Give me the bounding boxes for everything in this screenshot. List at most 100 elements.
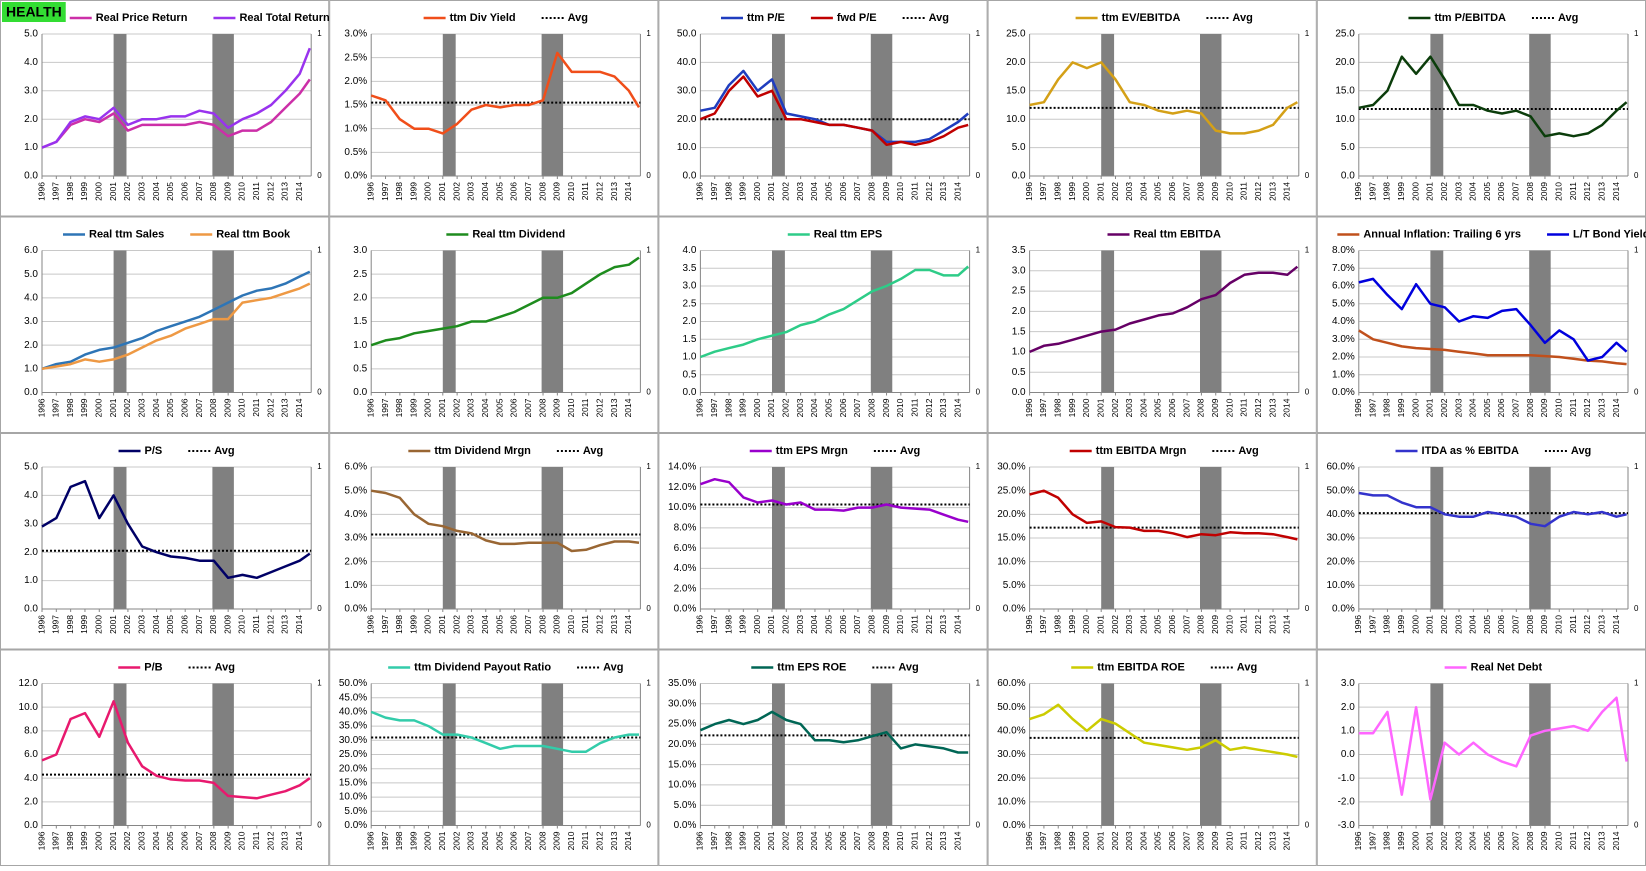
x-tick-label: 2012 bbox=[924, 831, 934, 850]
x-tick-label: 1996 bbox=[365, 398, 375, 417]
x-tick-label: 2013 bbox=[1596, 398, 1606, 417]
y-tick-label: 2.5 bbox=[1012, 286, 1026, 297]
y-tick-label: 0.5% bbox=[344, 147, 367, 158]
y-tick-label: 5.0% bbox=[1003, 580, 1026, 591]
x-tick-label: 2000 bbox=[1410, 182, 1420, 201]
x-tick-label: 1999 bbox=[1067, 615, 1077, 634]
x-tick-label: 2014 bbox=[623, 831, 633, 850]
x-tick-label: 2002 bbox=[451, 831, 461, 850]
x-tick-label: 1998 bbox=[1382, 831, 1392, 850]
x-tick-label: 2011 bbox=[1239, 398, 1249, 417]
x-tick-label: 2001 bbox=[766, 182, 776, 201]
x-tick-label: 1996 bbox=[695, 182, 705, 201]
x-tick-label: 2004 bbox=[809, 182, 819, 201]
x-tick-label: 2012 bbox=[924, 615, 934, 634]
y-tick-label: 1.5 bbox=[353, 316, 367, 327]
chart-panel: 0.0% 10.0% 20.0% 30.0% 40.0% 50.0% 60.0% 1996 19… bbox=[987, 649, 1317, 866]
y-tick-label: 2.0% bbox=[344, 556, 367, 567]
series-line bbox=[371, 489, 640, 553]
y2-tick-label: 1 bbox=[317, 679, 322, 688]
x-tick-label: 2008 bbox=[1196, 182, 1206, 201]
legend-label: Avg bbox=[214, 445, 234, 457]
x-tick-label: 2010 bbox=[566, 615, 576, 634]
x-tick-label: 2011 bbox=[580, 831, 590, 850]
x-tick-label: 2006 bbox=[179, 182, 189, 201]
panel-border bbox=[658, 433, 988, 650]
y-tick-label: 0.0 bbox=[682, 171, 696, 182]
x-tick-label: 1997 bbox=[51, 182, 61, 201]
x-tick-label: 2014 bbox=[952, 182, 962, 201]
y-tick-label: 2.0 bbox=[24, 340, 38, 351]
y-tick-label: 40.0 bbox=[677, 57, 697, 68]
y2-tick-label: 1 bbox=[646, 679, 651, 688]
x-tick-label: 2013 bbox=[1596, 615, 1606, 634]
y-tick-label: 40.0% bbox=[1326, 509, 1354, 520]
y2-tick-label: 1 bbox=[1634, 462, 1639, 471]
x-tick-label: 2007 bbox=[852, 398, 862, 417]
y-tick-label: 30.0% bbox=[668, 698, 696, 709]
series-line bbox=[370, 51, 641, 135]
x-tick-label: 2013 bbox=[1267, 615, 1277, 634]
y2-tick-label: 0 bbox=[1305, 821, 1310, 830]
y-tick-label: 0.0 bbox=[1341, 171, 1355, 182]
y-tick-label: 4.0 bbox=[24, 773, 38, 784]
x-tick-label: 2009 bbox=[1210, 398, 1220, 417]
x-tick-label: 2008 bbox=[866, 398, 876, 417]
x-tick-label: 1999 bbox=[1067, 398, 1077, 417]
x-tick-label: 2012 bbox=[1253, 831, 1263, 850]
x-tick-label: 2013 bbox=[1267, 831, 1277, 850]
x-tick-label: 2012 bbox=[1582, 398, 1592, 417]
x-tick-label: 2002 bbox=[451, 398, 461, 417]
legend-label: ttm P/EBITDA bbox=[1434, 12, 1506, 24]
x-tick-label: 2002 bbox=[122, 398, 132, 417]
y-tick-label: 3.0% bbox=[344, 29, 367, 40]
y-tick-label: 7.0% bbox=[1332, 263, 1355, 274]
x-tick-label: 2005 bbox=[824, 615, 834, 634]
x-tick-label: 1998 bbox=[1052, 398, 1062, 417]
y-tick-label: 4.0% bbox=[1332, 316, 1355, 327]
x-tick-label: 2009 bbox=[552, 398, 562, 417]
x-tick-label: 1998 bbox=[394, 615, 404, 634]
x-tick-label: 2008 bbox=[866, 831, 876, 850]
panel-border bbox=[658, 649, 988, 866]
x-tick-label: 2010 bbox=[1224, 398, 1234, 417]
y-tick-label: 0.0 bbox=[353, 387, 367, 398]
legend-label: Real ttm Sales bbox=[89, 228, 164, 240]
shaded-band bbox=[870, 34, 893, 176]
legend-label: Avg bbox=[1558, 12, 1578, 24]
x-tick-label: 2012 bbox=[1582, 831, 1592, 850]
panel-label-bg bbox=[2, 2, 66, 22]
y2-tick-label: 1 bbox=[976, 246, 981, 255]
y2-tick-label: 0 bbox=[976, 821, 981, 830]
x-tick-label: 2010 bbox=[1554, 615, 1564, 634]
x-tick-label: 1999 bbox=[408, 615, 418, 634]
chart-panel: 0.0% 5.0% 10.0% 15.0% 20.0% 25.0% 30.0% 35.0% 19… bbox=[658, 649, 988, 866]
y2-tick-label: 0 bbox=[646, 388, 651, 397]
x-tick-label: 2014 bbox=[1282, 182, 1292, 201]
x-tick-label: 2003 bbox=[1124, 615, 1134, 634]
x-tick-label: 1996 bbox=[365, 831, 375, 850]
x-tick-label: 1996 bbox=[1353, 831, 1363, 850]
y-tick-label: 6.0 bbox=[24, 245, 38, 256]
x-tick-label: 2011 bbox=[251, 615, 261, 634]
x-tick-label: 1998 bbox=[394, 182, 404, 201]
y-tick-label: 10.0% bbox=[668, 780, 696, 791]
y-tick-label: 30.0% bbox=[1326, 533, 1354, 544]
y-tick-label: 2.0 bbox=[1012, 306, 1026, 317]
y-tick-label: 1.5 bbox=[1012, 326, 1026, 337]
chart-panel: 0.0 0.5 1.0 1.5 2.0 2.5 3.0 3.5 4.0 1996 1997 1998 1… bbox=[658, 216, 988, 433]
x-tick-label: 1998 bbox=[1382, 398, 1392, 417]
x-tick-label: 2007 bbox=[1181, 398, 1191, 417]
chart-panel: 0.0 1.0 2.0 3.0 4.0 5.0 6.0 1996 1997 1998 1999 200… bbox=[0, 216, 330, 433]
x-tick-label: 2007 bbox=[1511, 182, 1521, 201]
x-tick-label: 2000 bbox=[423, 398, 433, 417]
x-tick-label: 2012 bbox=[595, 831, 605, 850]
y-tick-label: 20.0% bbox=[1326, 556, 1354, 567]
shaded-band bbox=[113, 467, 127, 609]
x-tick-label: 2003 bbox=[795, 398, 805, 417]
x-tick-label: 1999 bbox=[1396, 182, 1406, 201]
series-line bbox=[41, 270, 311, 370]
x-tick-label: 1996 bbox=[36, 398, 46, 417]
x-tick-label: 2001 bbox=[766, 831, 776, 850]
panel-border bbox=[0, 433, 330, 650]
